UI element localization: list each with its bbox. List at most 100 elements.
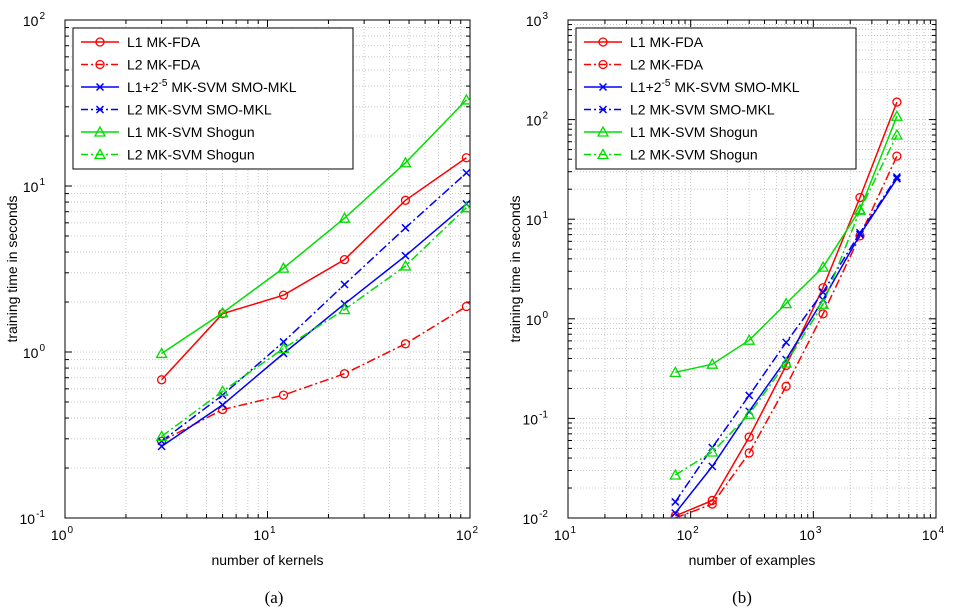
x-axis-label: number of examples xyxy=(689,552,816,568)
legend-marker xyxy=(598,59,608,70)
legend-label: L1+2-5 MK-SVM SMO-MKL xyxy=(630,78,800,95)
data-point xyxy=(216,306,229,318)
legend-marker xyxy=(95,105,105,114)
legend-marker xyxy=(95,59,105,70)
data-point xyxy=(671,497,680,506)
data-point xyxy=(279,349,288,358)
legend-marker xyxy=(93,125,107,137)
series-line-2 xyxy=(161,305,467,442)
data-point xyxy=(890,128,904,140)
data-point xyxy=(279,337,288,346)
data-point xyxy=(399,259,412,271)
legend-label: L1 MK-FDA xyxy=(630,34,704,50)
series-layer xyxy=(155,93,470,451)
data-point xyxy=(706,445,719,457)
data-point xyxy=(669,468,682,480)
legend-label: L2 MK-FDA xyxy=(630,57,704,73)
data-point xyxy=(156,436,167,446)
data-point xyxy=(707,499,717,509)
data-point xyxy=(155,430,168,442)
legend-marker xyxy=(598,82,608,92)
x-axis-label: number of kernels xyxy=(211,552,323,568)
series-line-1 xyxy=(161,157,467,381)
y-tick-label: 100 xyxy=(526,310,549,328)
x-tick-label: 102 xyxy=(456,525,479,543)
legend-label: L2 MK-SVM Shogun xyxy=(630,147,758,163)
legend-marker xyxy=(598,37,608,47)
data-point xyxy=(855,230,865,239)
chart-b: 101 102 103 104 10-2 10-1 100 101 102 103 number o… xyxy=(507,11,945,568)
legend-box xyxy=(575,27,857,170)
series-line-4 xyxy=(161,172,467,442)
data-point xyxy=(744,432,754,442)
chart-a: 100 101 102 10-1 100 101 102 number of kernels t… xyxy=(4,11,479,568)
legend-label: L1+2-5 MK-SVM SMO-MKL xyxy=(127,78,297,95)
legend-marker xyxy=(598,105,608,114)
axis-ticks xyxy=(567,20,936,519)
series-layer xyxy=(669,97,904,518)
y-tick-label: 10-1 xyxy=(523,409,549,427)
legend: L1 MK-FDA L2 MK-FDA L1+2-5 MK-SVM SMO-MKL L… xyxy=(72,27,354,170)
data-point xyxy=(339,255,350,265)
data-point xyxy=(892,97,902,107)
data-point xyxy=(892,174,901,183)
data-point xyxy=(892,151,902,161)
data-point xyxy=(400,195,411,205)
data-point xyxy=(462,168,470,177)
data-point xyxy=(743,333,756,345)
caption-a: (a) xyxy=(264,588,284,607)
legend-marker xyxy=(93,148,107,160)
legend-box xyxy=(72,27,354,170)
data-point xyxy=(338,303,351,315)
axes-frame xyxy=(64,19,471,519)
y-tick-label: 101 xyxy=(526,210,549,228)
data-point xyxy=(708,462,717,471)
legend-marker xyxy=(95,82,105,92)
data-point xyxy=(744,448,754,458)
data-point xyxy=(399,156,412,168)
data-point xyxy=(890,109,904,121)
data-point xyxy=(671,509,680,518)
legend-label: L2 MK-SVM Shogun xyxy=(127,147,255,163)
data-point xyxy=(156,375,167,385)
data-point xyxy=(460,201,470,213)
y-tick-label: 102 xyxy=(23,11,46,29)
data-point xyxy=(816,297,830,309)
data-point xyxy=(743,407,756,419)
data-point xyxy=(338,211,351,223)
data-point xyxy=(278,290,289,300)
legend-marker xyxy=(596,125,610,137)
data-point xyxy=(461,153,470,163)
legend-marker xyxy=(95,37,105,47)
legend-label: L2 MK-SVM SMO-MKL xyxy=(127,102,272,118)
data-point xyxy=(818,309,828,319)
data-point xyxy=(819,288,828,297)
data-point xyxy=(340,280,349,289)
data-point xyxy=(401,251,410,260)
data-point xyxy=(706,357,719,369)
data-point xyxy=(782,338,791,347)
data-point xyxy=(780,297,793,309)
axes-frame xyxy=(567,19,937,519)
legend-label: L2 MK-SVM SMO-MKL xyxy=(630,102,775,118)
legend-marker xyxy=(596,148,610,160)
data-point xyxy=(277,342,290,354)
data-point xyxy=(745,391,754,400)
data-point xyxy=(816,260,830,272)
data-point xyxy=(216,384,229,396)
series-line-5 xyxy=(161,99,467,355)
data-point xyxy=(460,93,470,105)
x-tick-label: 104 xyxy=(922,525,945,543)
data-point xyxy=(339,369,350,379)
data-point xyxy=(855,228,865,237)
legend-label: L1 MK-FDA xyxy=(127,34,201,50)
y-tick-label: 10-2 xyxy=(523,509,549,527)
y-tick-label: 103 xyxy=(526,11,549,29)
x-tick-label: 103 xyxy=(799,525,822,543)
legend-label: L2 MK-FDA xyxy=(127,57,201,73)
caption-b: (b) xyxy=(732,588,752,607)
y-tick-label: 102 xyxy=(526,111,549,129)
data-point xyxy=(217,309,228,319)
data-point xyxy=(781,381,791,391)
